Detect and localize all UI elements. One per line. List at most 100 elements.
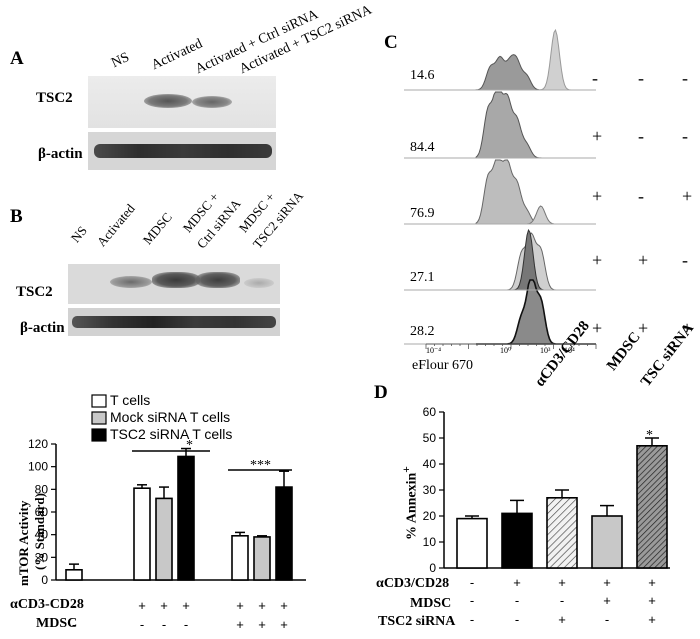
panel-b-tsc2-band (244, 278, 274, 288)
annexin-row-label: αCD3/CD28 (376, 576, 450, 591)
annexin-y-label-sup: + (400, 466, 413, 473)
y-tick-label: 120 (28, 437, 48, 451)
significance-marker: *** (250, 458, 271, 473)
mtor-row-label: MDSC (36, 616, 78, 631)
flow-value: 28.2 (410, 324, 435, 339)
condition-sign: - (470, 612, 474, 627)
condition-sign: + (638, 250, 649, 270)
condition-sign: - (560, 593, 564, 608)
panel-b-label: B (10, 206, 23, 227)
bar (65, 568, 83, 581)
condition-sign: + (638, 318, 649, 338)
bar (133, 487, 151, 581)
condition-sign: + (258, 617, 266, 632)
condition-sign: - (72, 598, 76, 613)
annexin-y-label-text: % Annexin (404, 472, 420, 540)
condition-sign: + (138, 598, 146, 613)
annexin-row-label: MDSC (410, 596, 452, 611)
y-tick-label: 60 (423, 405, 437, 419)
condition-sign: - (470, 575, 474, 590)
condition-sign: - (682, 126, 688, 146)
panel-b-tsc2-band (152, 272, 200, 288)
flow-axis-tick: 10⁰ (500, 346, 512, 355)
bar (456, 517, 488, 569)
bar (155, 497, 173, 581)
condition-sign: - (638, 186, 644, 206)
panel-a-label: A (10, 48, 24, 69)
condition-sign: + (558, 612, 566, 627)
y-tick-label: 20 (35, 550, 49, 564)
panel-a-row-label: TSC2 (36, 90, 73, 106)
panel-d-label: D (374, 382, 388, 403)
condition-sign: - (682, 250, 688, 270)
condition-sign: + (648, 612, 656, 627)
bar (275, 486, 293, 581)
panel-b-tsc2-band (196, 272, 240, 288)
condition-sign: + (236, 598, 244, 613)
mtor-row-label: αCD3-CD28 (10, 597, 84, 612)
bar (546, 496, 578, 569)
condition-sign: - (72, 617, 76, 632)
bar (501, 512, 533, 569)
y-tick-label: 40 (35, 528, 49, 542)
legend-item-label: Mock siRNA T cells (110, 409, 231, 425)
y-tick-label: 60 (35, 505, 49, 519)
condition-sign: - (592, 68, 598, 88)
condition-sign: + (236, 617, 244, 632)
condition-sign: - (638, 68, 644, 88)
bar (636, 444, 668, 569)
condition-sign: + (513, 575, 521, 590)
annexin-row-label: TSC2 siRNA (378, 614, 456, 629)
legend-swatch (91, 411, 107, 425)
flow-axis-tick: 10⁻⁴ (426, 346, 442, 355)
panel-b-actin-band (72, 316, 276, 328)
condition-sign: + (592, 250, 603, 270)
y-tick-label: 40 (423, 457, 437, 471)
bar (177, 455, 195, 581)
condition-sign: + (682, 186, 693, 206)
panel-a-actin-band (94, 144, 272, 158)
condition-sign: - (605, 612, 609, 627)
flow-value: 76.9 (410, 206, 435, 221)
panel-a-tsc2-band (192, 96, 232, 108)
condition-sign: + (648, 575, 656, 590)
condition-sign: - (515, 593, 519, 608)
flow-value: 14.6 (410, 68, 435, 83)
legend-item-label: T cells (110, 392, 151, 408)
condition-sign: - (638, 126, 644, 146)
condition-sign: + (603, 575, 611, 590)
bar (253, 536, 271, 581)
panel-b-row-label: TSC2 (16, 284, 53, 300)
panel-a-row-label: β-actin (38, 146, 83, 162)
y-tick-label: 0 (41, 573, 48, 587)
flow-value: 84.4 (410, 140, 435, 155)
condition-sign: + (603, 593, 611, 608)
condition-sign: + (558, 575, 566, 590)
y-tick-label: 0 (429, 561, 436, 575)
condition-sign: + (592, 186, 603, 206)
y-tick-label: 30 (423, 483, 437, 497)
significance-marker: * (646, 428, 653, 443)
condition-sign: + (280, 617, 288, 632)
condition-sign: - (140, 617, 144, 632)
y-tick-label: 100 (28, 460, 48, 474)
condition-sign: + (682, 318, 693, 338)
condition-sign: - (184, 617, 188, 632)
condition-sign: - (682, 68, 688, 88)
annexin-y-label: % Annexin+ (400, 466, 421, 540)
y-tick-label: 80 (35, 482, 49, 496)
panel-c-label: C (384, 32, 398, 53)
condition-sign: + (182, 598, 190, 613)
legend-swatch (91, 394, 107, 408)
significance-marker: * (186, 438, 193, 453)
condition-sign: + (592, 126, 603, 146)
y-tick-label: 20 (423, 509, 437, 523)
condition-sign: + (592, 318, 603, 338)
y-tick-label: 10 (423, 535, 437, 549)
y-tick-label: 50 (423, 431, 437, 445)
condition-sign: + (648, 593, 656, 608)
condition-sign: + (280, 598, 288, 613)
